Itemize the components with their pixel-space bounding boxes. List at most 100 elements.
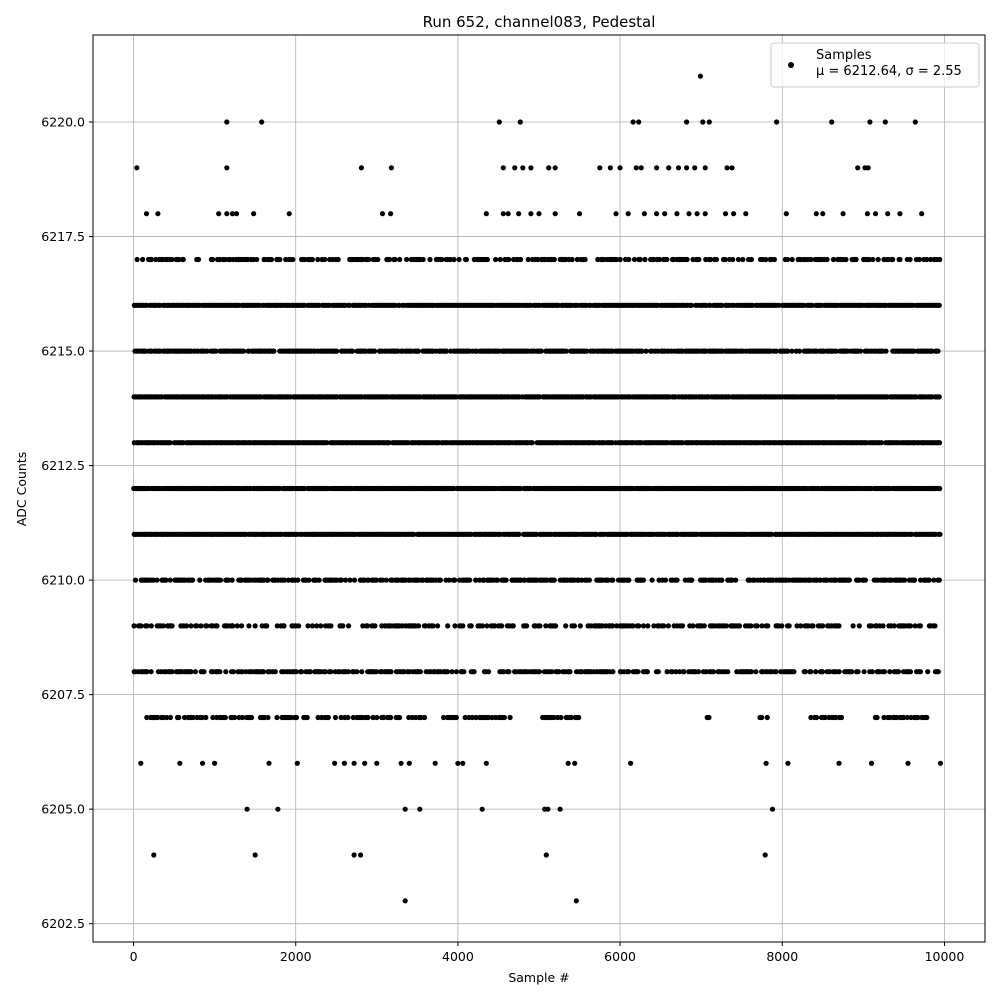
sample-point <box>836 623 842 629</box>
sample-point <box>366 256 372 263</box>
sample-point <box>392 256 398 263</box>
sample-point <box>735 256 742 263</box>
sample-point <box>855 165 861 171</box>
sample-point <box>926 577 932 583</box>
sample-point <box>293 669 299 675</box>
sample-point <box>725 669 731 675</box>
sample-point <box>911 348 917 354</box>
sample-point <box>798 623 804 629</box>
sample-point <box>864 211 871 217</box>
sample-point <box>516 531 522 537</box>
sample-point <box>765 623 771 629</box>
sample-point <box>345 714 351 721</box>
sample-point <box>501 669 507 675</box>
sample-point <box>897 256 903 263</box>
sample-point <box>867 119 873 125</box>
sample-point <box>234 623 240 629</box>
sample-point <box>810 623 816 629</box>
sample-point <box>536 211 542 217</box>
sample-point <box>420 256 426 263</box>
sample-point <box>925 669 931 675</box>
x-tick-label: 6000 <box>604 949 636 964</box>
sample-point <box>427 256 433 263</box>
sample-point <box>688 302 695 308</box>
sample-point <box>808 714 814 721</box>
sample-point <box>907 669 914 675</box>
sample-point <box>477 577 483 583</box>
sample-point <box>164 714 170 721</box>
sample-point <box>706 714 712 721</box>
sample-point <box>625 211 631 217</box>
sample-point <box>201 669 207 675</box>
sample-point <box>510 623 516 629</box>
sample-point <box>455 760 461 766</box>
sample-point <box>296 623 302 629</box>
sample-point <box>674 577 680 583</box>
sample-point <box>890 256 896 263</box>
sample-point <box>707 256 714 263</box>
sample-point <box>897 211 903 217</box>
sample-point <box>785 760 791 766</box>
sample-point <box>379 577 386 583</box>
sample-point <box>506 256 512 263</box>
sample-point <box>654 211 660 217</box>
sample-point <box>452 623 458 629</box>
sample-point <box>347 577 353 583</box>
sample-point <box>496 119 502 125</box>
sample-point <box>936 577 942 583</box>
sample-point <box>567 669 573 675</box>
sample-point <box>295 577 301 583</box>
legend: Samples μ = 6212.64, σ = 2.55 <box>770 42 980 88</box>
sample-point <box>656 256 663 263</box>
sample-point <box>643 348 649 354</box>
sample-point <box>924 714 930 721</box>
sample-point <box>314 623 320 629</box>
sample-point <box>855 669 861 675</box>
sample-point <box>140 256 146 263</box>
legend-stats: μ = 6212.64, σ = 2.55 <box>816 64 962 79</box>
sample-point <box>449 669 455 675</box>
sample-point <box>144 669 150 675</box>
sample-point <box>937 531 943 537</box>
sample-point <box>774 119 780 125</box>
sample-point <box>404 256 410 263</box>
sample-point <box>160 623 166 629</box>
sample-point <box>649 577 655 583</box>
legend-series-name: Samples <box>816 48 872 63</box>
sample-point <box>875 256 881 263</box>
sample-point <box>163 577 169 583</box>
sample-point <box>307 669 313 675</box>
sample-point <box>346 623 352 629</box>
sample-point <box>907 623 914 629</box>
sample-point <box>723 623 729 629</box>
sample-point <box>740 256 746 263</box>
sample-point <box>402 806 408 812</box>
sample-point <box>833 714 839 721</box>
sample-point <box>217 577 224 583</box>
sample-point <box>499 623 505 629</box>
sample-point <box>768 531 775 537</box>
chart-title: Run 652, channel083, Pedestal <box>423 13 656 31</box>
sample-point <box>856 623 862 629</box>
sample-point <box>748 256 755 263</box>
sample-point <box>817 577 824 583</box>
sample-point <box>180 256 186 263</box>
sample-point <box>931 577 937 583</box>
sample-point <box>675 165 682 171</box>
sample-point <box>505 211 511 217</box>
sample-point <box>791 669 797 675</box>
sample-point <box>445 623 451 629</box>
sample-point <box>266 760 272 766</box>
sample-point <box>794 623 800 629</box>
sample-point <box>372 348 378 354</box>
sample-point <box>641 211 648 217</box>
sample-point <box>167 440 173 446</box>
sample-point <box>451 256 457 263</box>
sample-point <box>748 623 754 629</box>
sample-point <box>299 669 305 675</box>
sample-point <box>443 348 449 354</box>
sample-point <box>820 623 826 629</box>
sample-point <box>497 256 503 263</box>
sample-point <box>199 714 205 721</box>
sample-point <box>684 256 690 263</box>
